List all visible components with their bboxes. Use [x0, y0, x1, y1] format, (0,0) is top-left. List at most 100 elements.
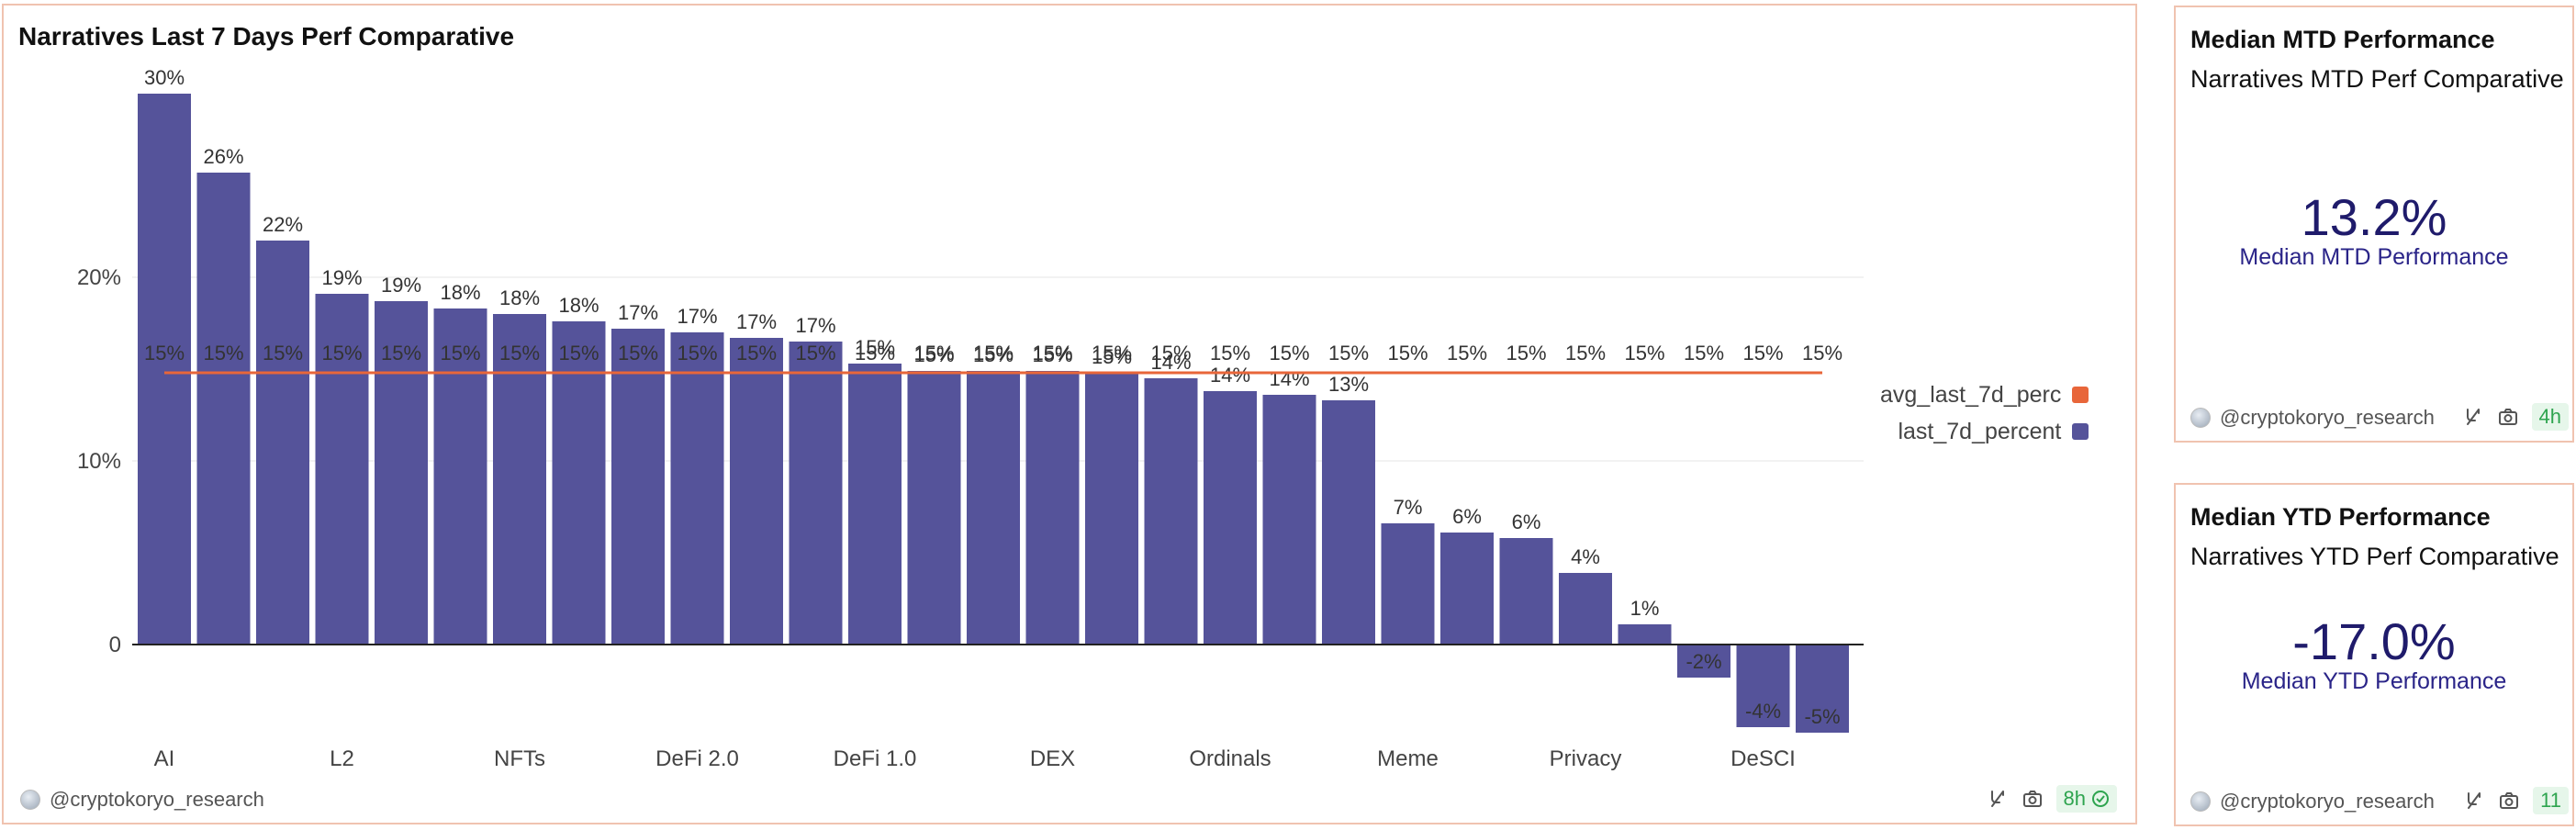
- bar-value-label: 18%: [499, 286, 540, 309]
- ytd-value: -17.0%: [2292, 612, 2456, 670]
- avg-value-label: 15%: [1269, 342, 1309, 365]
- bar: [375, 301, 428, 645]
- x-tick-label: DeSCI: [1730, 746, 1796, 771]
- bar-value-label: 17%: [736, 310, 777, 333]
- bar: [552, 321, 606, 645]
- author-handle: @cryptokoryo_research: [2220, 790, 2435, 813]
- bar-value-label: 15%: [855, 336, 895, 359]
- refresh-badge[interactable]: 11: [2533, 787, 2569, 814]
- bar: [848, 364, 902, 645]
- avg-value-label: 15%: [1684, 342, 1724, 365]
- bar: [1381, 523, 1435, 645]
- fork-icon[interactable]: [1987, 788, 2009, 810]
- avg-value-label: 15%: [1387, 342, 1428, 365]
- x-tick-label: Privacy: [1550, 746, 1622, 771]
- avg-value-label: 15%: [1624, 342, 1664, 365]
- camera-icon[interactable]: [2022, 788, 2044, 810]
- x-tick-label: DEX: [1030, 746, 1075, 771]
- camera-icon[interactable]: [2498, 790, 2520, 812]
- ytd-toolbar: 11: [2463, 786, 2569, 815]
- avg-value-label: 15%: [440, 342, 480, 365]
- bar-value-label: 17%: [795, 314, 835, 337]
- author-handle: @cryptokoryo_research: [2220, 406, 2435, 429]
- fork-icon[interactable]: [2462, 406, 2484, 428]
- avg-value-label: 15%: [677, 342, 717, 365]
- avg-value-label: 15%: [1210, 342, 1250, 365]
- x-tick-label: L2: [330, 746, 354, 771]
- avatar: [2190, 791, 2211, 812]
- refresh-badge[interactable]: 8h: [2055, 785, 2117, 813]
- avg-value-label: 15%: [1506, 342, 1546, 365]
- fork-icon[interactable]: [2463, 790, 2485, 812]
- legend-item-last7d[interactable]: last_7d_percent: [1880, 413, 2089, 450]
- bar-value-label: 22%: [263, 213, 303, 236]
- mtd-value: 13.2%: [2301, 188, 2447, 246]
- bar-value-label: 7%: [1394, 496, 1423, 519]
- bar-value-label: 14%: [1150, 351, 1191, 374]
- avg-value-label: 15%: [499, 342, 540, 365]
- bar: [730, 338, 783, 645]
- refresh-badge-label: 11: [2540, 789, 2561, 812]
- refresh-badge-label: 8h: [2063, 787, 2086, 810]
- ytd-title-bold: Median YTD Performance: [2190, 503, 2491, 531]
- bar-value-label: 15%: [1032, 343, 1072, 366]
- x-tick-label: Meme: [1377, 746, 1439, 771]
- avg-value-label: 15%: [1032, 342, 1072, 365]
- bar: [1677, 645, 1730, 678]
- bar-value-label: 4%: [1571, 545, 1600, 568]
- bar: [1618, 624, 1672, 645]
- bar: [1499, 538, 1553, 645]
- chart-toolbar: 8h: [1987, 784, 2117, 813]
- bar: [433, 308, 487, 645]
- bar: [1796, 645, 1849, 733]
- avg-value-label: 15%: [618, 342, 658, 365]
- bar: [1025, 371, 1080, 645]
- check-circle-icon: [2092, 791, 2109, 807]
- x-tick-label: AI: [154, 746, 175, 771]
- avg-value-label: 15%: [263, 342, 303, 365]
- avg-value-label: 15%: [1092, 342, 1132, 365]
- refresh-badge[interactable]: 4h: [2531, 403, 2569, 431]
- bar-value-label: 18%: [440, 281, 480, 304]
- mtd-toolbar: 4h: [2462, 402, 2569, 432]
- main-chart-card: Narratives Last 7 Days Perf Comparative …: [2, 4, 2137, 824]
- avg-value-label: 15%: [381, 342, 421, 365]
- bar: [1144, 378, 1198, 645]
- x-tick-label: Ordinals: [1189, 746, 1271, 771]
- mtd-caption: Median MTD Performance: [2239, 244, 2509, 270]
- y-tick-label: 20%: [77, 265, 121, 290]
- ytd-card-title: Median YTD Performance Narratives YTD Pe…: [2190, 498, 2567, 577]
- ytd-title-rest: Narratives YTD Perf Comparative: [2190, 543, 2559, 570]
- avg-value-label: 15%: [913, 342, 954, 365]
- mtd-title-bold: Median MTD Performance: [2190, 26, 2495, 53]
- x-tick-label: NFTs: [494, 746, 545, 771]
- ytd-footer-author[interactable]: @cryptokoryo_research: [2190, 788, 2435, 815]
- avg-value-label: 15%: [1742, 342, 1783, 365]
- bar-chart: 0 10% 20% 30% 26% 22% 19% 19% 18% 18% 18% 17% 17% 17%…: [77, 66, 1864, 771]
- bar-value-label: 19%: [321, 266, 362, 289]
- bar-value-label: 15%: [973, 343, 1014, 366]
- chart-footer-author[interactable]: @cryptokoryo_research: [20, 786, 264, 813]
- mtd-footer-author[interactable]: @cryptokoryo_research: [2190, 404, 2435, 432]
- avg-value-label: 15%: [795, 342, 835, 365]
- camera-icon[interactable]: [2497, 406, 2519, 428]
- legend-item-avg[interactable]: avg_last_7d_perc: [1880, 376, 2089, 413]
- author-handle: @cryptokoryo_research: [50, 788, 264, 811]
- bar-value-label: 18%: [558, 294, 599, 317]
- bar: [256, 241, 309, 645]
- avg-value-label: 15%: [973, 342, 1014, 365]
- bar: [196, 173, 251, 645]
- bar: [315, 294, 369, 645]
- bar: [1085, 373, 1138, 645]
- y-tick-label: 10%: [77, 449, 121, 474]
- bar-value-label: 15%: [913, 343, 954, 366]
- legend-swatch-avg: [2072, 387, 2089, 403]
- bar-value-label: 17%: [677, 305, 717, 328]
- bar-value-label: 13%: [1328, 373, 1369, 396]
- bar: [611, 329, 665, 645]
- avg-value-label: 15%: [321, 342, 362, 365]
- bar-value-label: 19%: [381, 274, 421, 297]
- avatar: [20, 790, 40, 810]
- bar: [967, 371, 1020, 645]
- avg-value-label: 15%: [1802, 342, 1842, 365]
